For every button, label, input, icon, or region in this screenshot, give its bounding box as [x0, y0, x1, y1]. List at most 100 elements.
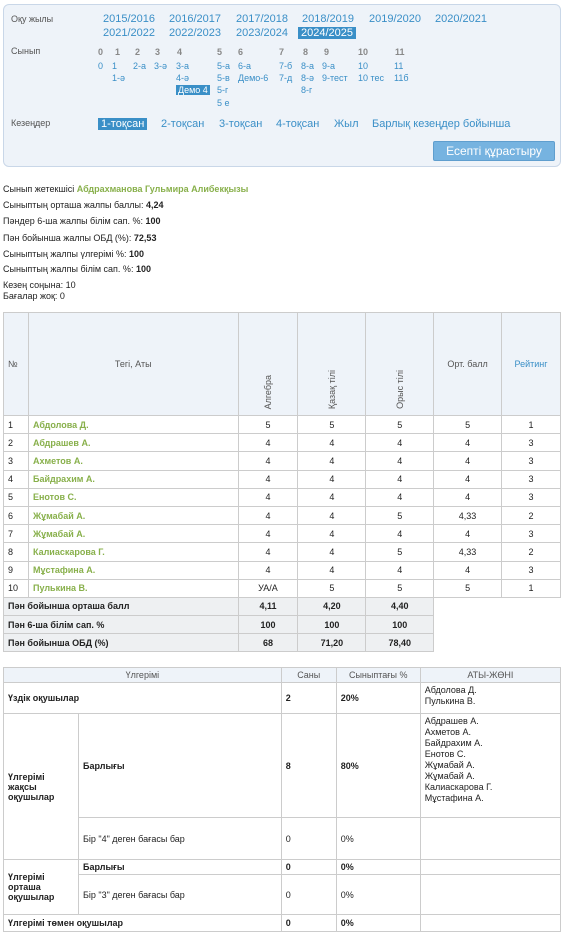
year-2017[interactable]: 2017/2018: [236, 13, 288, 25]
class-5a[interactable]: 5-а: [217, 61, 231, 71]
year-2020[interactable]: 2020/2021: [435, 13, 487, 25]
class-7d[interactable]: 7-д: [279, 73, 293, 83]
col-russian: Орыс тілі: [365, 312, 435, 416]
col-rating[interactable]: Рейтинг: [501, 312, 561, 416]
year-label: Оқу жылы: [11, 14, 54, 24]
class-10[interactable]: 10: [358, 61, 369, 71]
summary-row-quality: Пән 6-ша білім сап. % 100 100 100: [3, 615, 561, 635]
year-2023[interactable]: 2023/2024: [236, 27, 288, 39]
year-2021[interactable]: 2021/2022: [103, 27, 155, 39]
table-row: 7 Жұмабай А. 4 4 4 4 3: [3, 524, 561, 544]
period-year[interactable]: Жыл: [334, 118, 359, 130]
year-2019[interactable]: 2019/2020: [369, 13, 421, 25]
progress-stats-table: Үлгерімі Саны Сыныптағы % АТЫ-ЖӨНІ Үздік…: [3, 667, 562, 932]
grade-11: 11: [395, 47, 405, 57]
class-1[interactable]: 1: [112, 61, 118, 71]
table-row: 10 Пулькина В. УА/А 5 5 5 1: [3, 578, 561, 598]
class-9test[interactable]: 9-тест: [322, 73, 348, 83]
student-name[interactable]: Ахметов А.: [27, 451, 239, 471]
grade-6: 6: [238, 47, 244, 57]
summary-row-obd: Пән бойынша ОБД (%) 68 71,20 78,40: [3, 633, 561, 653]
table-row: 2 Абдрашев А. 4 4 4 4 3: [3, 433, 561, 453]
class-7b[interactable]: 7-б: [279, 61, 293, 71]
class-3a-2[interactable]: 3-а: [176, 61, 190, 71]
period-q3[interactable]: 3-тоқсан: [219, 118, 263, 130]
grade-3: 3: [155, 47, 161, 57]
class-3a[interactable]: 3-ә: [154, 61, 168, 71]
low-row: Үлгерімі төмен оқушылар 0 0%: [3, 914, 562, 932]
class-2a[interactable]: 2-а: [133, 61, 147, 71]
class-demo4-selected[interactable]: Демо 4: [176, 85, 210, 95]
student-name[interactable]: Байдрахим А.: [27, 469, 239, 489]
year-2022[interactable]: 2022/2023: [169, 27, 221, 39]
student-name[interactable]: Абдолова Д.: [27, 414, 239, 435]
filter-panel: Оқу жылы 2015/2016 2016/2017 2017/2018 2…: [3, 4, 561, 167]
student-name[interactable]: Жұмабай А.: [27, 505, 239, 526]
grade-10: 10: [358, 47, 369, 57]
grade-8: 8: [303, 47, 309, 57]
class-4a[interactable]: 4-ә: [176, 73, 190, 83]
class-9a[interactable]: 9-а: [322, 61, 336, 71]
student-name[interactable]: Мұстафина А.: [27, 560, 239, 580]
summary-row-avg: Пән бойынша орташа балл 4,11 4,20 4,40: [3, 596, 561, 617]
class-8a[interactable]: 8-а: [301, 61, 315, 71]
avg-line: Сыныптың орташа жалпы баллы: 4,24: [3, 200, 164, 210]
table-row: 3 Ахметов А. 4 4 4 4 3: [3, 451, 561, 471]
good-one4-row: Бір "4" деген бағасы бар 0 0%: [4, 817, 562, 860]
student-name[interactable]: Енотов С.: [27, 487, 239, 507]
table-row: 4 Байдрахим А. 4 4 4 4 3: [3, 469, 561, 489]
class-5e[interactable]: 5 е: [217, 98, 230, 108]
good-row: Үлгерімі жақсы оқушылар Барлығы 8 80% Аб…: [3, 713, 562, 860]
col-avg: Орт. балл: [433, 312, 502, 416]
class-0[interactable]: 0: [98, 61, 104, 71]
class-5v[interactable]: 5-в: [217, 73, 230, 83]
table-row: 8 Калиаскарова Г. 4 4 5 4,33 2: [3, 542, 561, 562]
class-11b[interactable]: 11б: [394, 73, 409, 83]
no-grades-line: Бағалар жоқ: 0: [3, 291, 65, 301]
year-2015[interactable]: 2015/2016: [103, 13, 155, 25]
grades-table: № Тегі, Аты Алгебра Қазақ тілі Орыс тілі…: [3, 312, 561, 653]
excellent-row: Үздік оқушылар 2 20% Абдолова Д. Пулькина…: [3, 682, 562, 714]
class-8g[interactable]: 8-г: [301, 85, 313, 95]
period-label: Кезеңдер: [11, 118, 51, 128]
student-name[interactable]: Пулькина В.: [27, 578, 239, 598]
build-report-button[interactable]: Есепті құрастыру: [433, 141, 555, 161]
year-2018[interactable]: 2018/2019: [302, 13, 354, 25]
grade-7: 7: [279, 47, 285, 57]
mid-row: Үлгерімі орташа оқушылар Барлығы 0 0%: [3, 859, 562, 915]
grade-9: 9: [324, 47, 330, 57]
end-period-line: Кезең соңына: 10: [3, 280, 76, 290]
col-name: Тегі, Аты: [27, 312, 239, 416]
col-count: Саны: [280, 667, 337, 683]
class-10tes[interactable]: 10 тес: [358, 73, 385, 83]
class-demo6[interactable]: Демо-6: [238, 73, 269, 83]
teacher-name: Абдрахманова Гульмира Алибекқызы: [76, 184, 249, 194]
period-q2[interactable]: 2-тоқсан: [161, 118, 205, 130]
col-percent: Сыныптағы %: [335, 667, 421, 683]
class-5g[interactable]: 5-г: [217, 85, 229, 95]
student-name[interactable]: Калиаскарова Г.: [27, 542, 239, 562]
col-progress: Үлгерімі: [3, 667, 282, 683]
student-name[interactable]: Жұмабай А.: [27, 524, 239, 544]
class-1a[interactable]: 1-ә: [112, 73, 126, 83]
period-all[interactable]: Барлық кезеңдер бойынша: [372, 118, 511, 130]
class-8ae[interactable]: 8-ә: [301, 73, 315, 83]
class-11[interactable]: 11: [394, 61, 404, 71]
year-2024-selected[interactable]: 2024/2025: [298, 27, 356, 39]
kq-line: Сыныптың жалпы білім сап. %: 100: [3, 264, 151, 274]
col-algebra: Алгебра: [237, 312, 299, 416]
table-row: 9 Мұстафина А. 4 4 4 4 3: [3, 560, 561, 580]
period-q1-selected[interactable]: 1-тоқсан: [98, 118, 148, 130]
period-q4[interactable]: 4-тоқсан: [276, 118, 320, 130]
col-names: АТЫ-ЖӨНІ: [419, 667, 562, 683]
mid-one3-row: Бір "3" деген бағасы бар 0 0%: [4, 874, 562, 915]
table-row: 5 Енотов С. 4 4 4 4 3: [3, 487, 561, 507]
grade-5: 5: [217, 47, 223, 57]
quality-line: Пәндер 6-ша жалпы білім сап. %: 100: [3, 216, 161, 226]
year-2016[interactable]: 2016/2017: [169, 13, 221, 25]
table-row: 1 Абдолова Д. 5 5 5 5 1: [3, 414, 561, 435]
student-name[interactable]: Абдрашев А.: [27, 433, 239, 453]
grade-4: 4: [177, 47, 183, 57]
col-kazakh: Қазақ тілі: [297, 312, 367, 416]
class-6a[interactable]: 6-а: [238, 61, 252, 71]
